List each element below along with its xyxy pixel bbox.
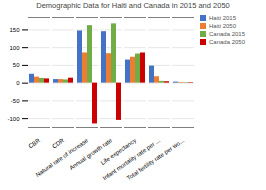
svg-text:0: 0 <box>16 80 20 86</box>
svg-text:100: 100 <box>9 45 20 51</box>
svg-text:-100: -100 <box>7 116 20 122</box>
svg-text:Infant mortality rate per ...: Infant mortality rate per ... <box>101 137 162 182</box>
svg-text:CDR: CDR <box>51 137 66 150</box>
svg-text:-50: -50 <box>11 98 20 104</box>
html-text:Canada 2050: Canada 2050 <box>209 39 245 45</box>
svg-text:Life expectancy: Life expectancy <box>99 137 138 167</box>
svg-text:CBR: CBR <box>27 137 41 150</box>
html-text:Haiti 2050: Haiti 2050 <box>209 23 236 29</box>
html-text:Canada 2015: Canada 2015 <box>209 31 245 37</box>
html-text:Demographic Data for Haiti and: Demographic Data for Haiti and Canada in… <box>36 1 230 10</box>
svg-text:Total fertility rate per wo...: Total fertility rate per wo... <box>126 137 186 181</box>
svg-text:Natural rate of increase: Natural rate of increase <box>34 137 90 178</box>
svg-text:Annual growth rate: Annual growth rate <box>68 137 113 171</box>
html-text:Haiti 2015: Haiti 2015 <box>209 15 236 21</box>
svg-text:150: 150 <box>9 27 20 33</box>
svg-text:50: 50 <box>13 62 20 68</box>
